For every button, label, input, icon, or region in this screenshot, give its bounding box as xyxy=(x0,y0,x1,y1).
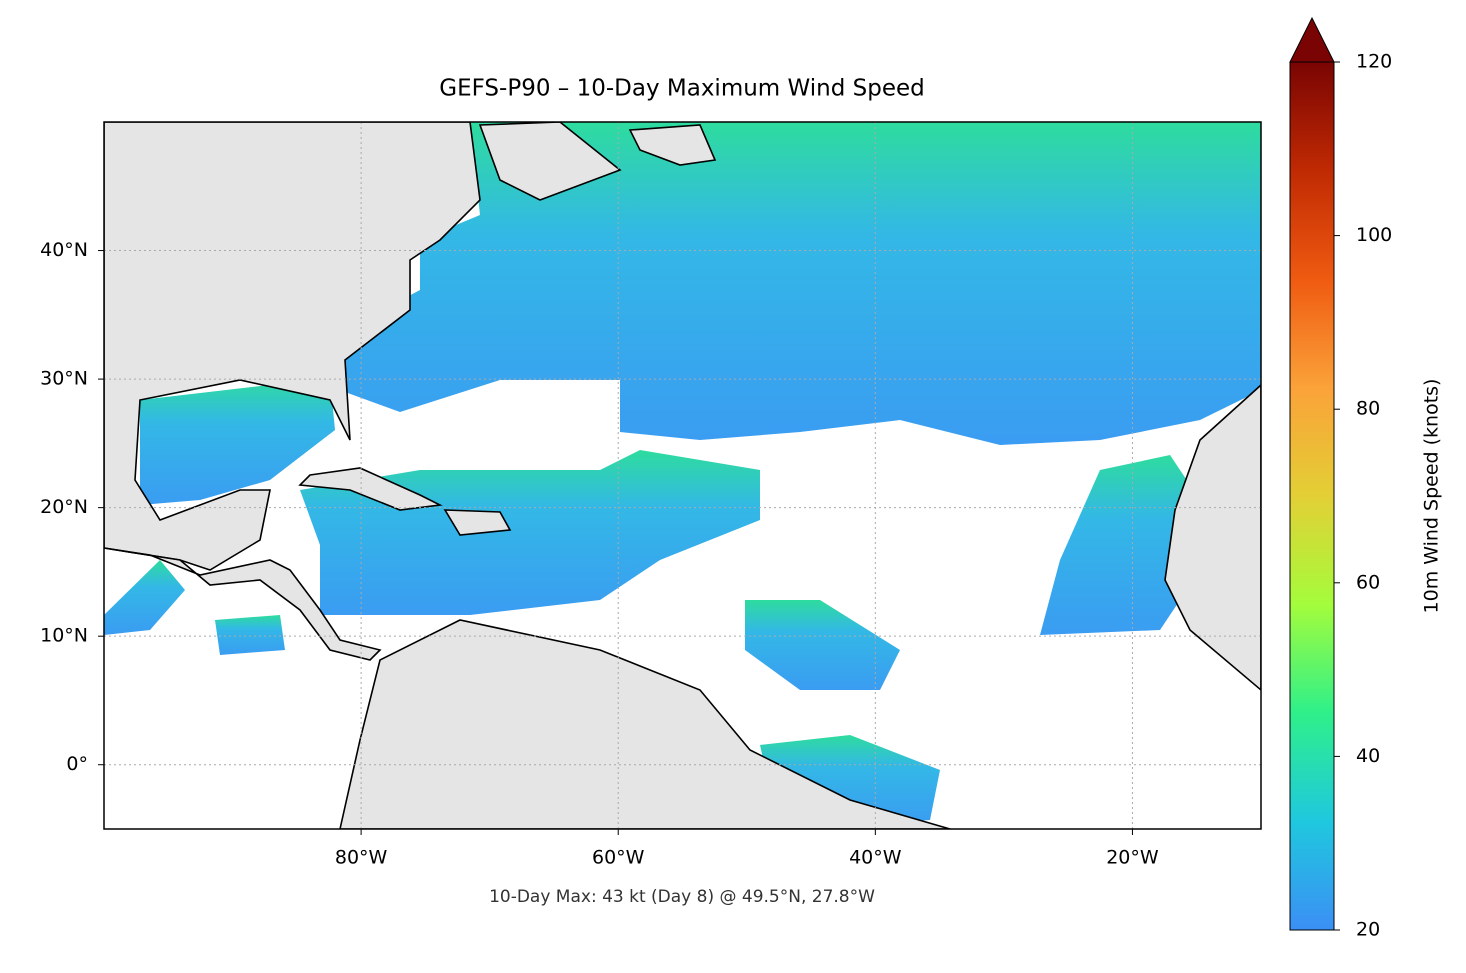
x-tick-label: 20°W xyxy=(1106,847,1159,869)
colorbar-extend xyxy=(1289,16,1335,63)
map xyxy=(104,122,1261,829)
x-tick-label: 40°W xyxy=(849,847,902,869)
land xyxy=(104,122,1261,829)
colorbar-label: 10m Wind Speed (knots) xyxy=(1421,379,1443,614)
colorbar xyxy=(1289,61,1335,931)
annotation: 10-Day Max: 43 kt (Day 8) @ 49.5°N, 27.8… xyxy=(489,887,875,907)
colorbar-tick-label: 60 xyxy=(1356,571,1380,593)
chart-title: GEFS-P90 – 10-Day Maximum Wind Speed xyxy=(439,76,924,102)
colorbar-tick-label: 80 xyxy=(1356,398,1380,420)
y-tick-label: 30°N xyxy=(40,368,88,390)
y-tick-label: 20°N xyxy=(40,496,88,518)
map-frame xyxy=(103,121,1262,830)
y-tick-label: 0° xyxy=(66,753,88,775)
x-tick-label: 80°W xyxy=(335,847,388,869)
colorbar-tick-label: 100 xyxy=(1356,224,1392,246)
colorbar-tick-label: 20 xyxy=(1356,919,1380,941)
y-tick-label: 40°N xyxy=(40,239,88,261)
colorbar-tick-label: 40 xyxy=(1356,745,1380,767)
x-tick-label: 60°W xyxy=(592,847,645,869)
y-tick-label: 10°N xyxy=(40,625,88,647)
colorbar-tick-label: 120 xyxy=(1356,51,1392,73)
